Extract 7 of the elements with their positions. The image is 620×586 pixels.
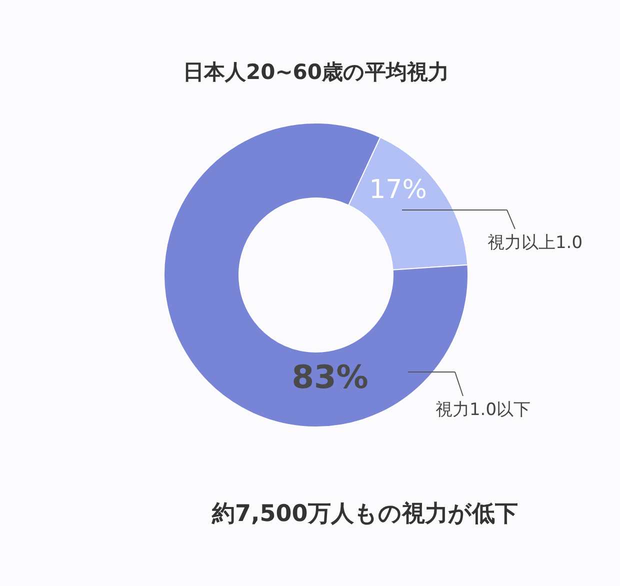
data-label: 83% (292, 358, 368, 396)
data-label: 17% (369, 175, 427, 205)
text: 約7,500万人もの視力が低下 (211, 501, 518, 527)
slice-label: 視力以上1.0 (487, 233, 583, 253)
donut-slice (164, 122, 468, 428)
slice-label: 視力1.0以下 (435, 400, 531, 420)
chart-title: 日本人20~60歳の平均視力 (182, 60, 450, 84)
